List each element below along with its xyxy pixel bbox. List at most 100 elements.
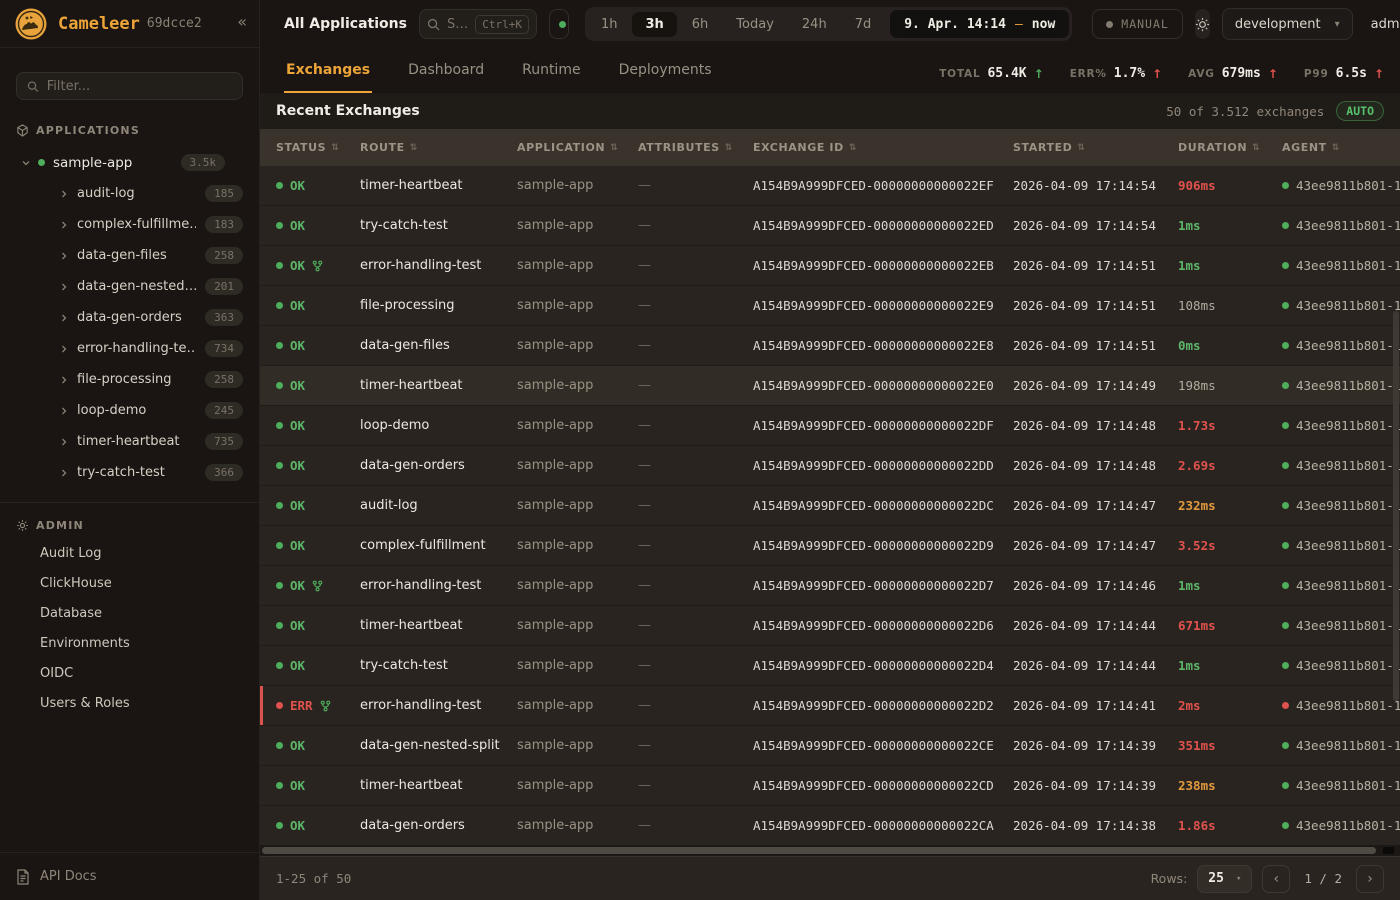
exchange-id-cell: A154B9A999DFCED-00000000000022E0 bbox=[753, 378, 994, 393]
tab-deployments[interactable]: Deployments bbox=[618, 61, 712, 78]
sidebar-app-route[interactable]: data-gen-nested… 201 bbox=[0, 271, 259, 302]
next-page-button[interactable]: › bbox=[1356, 864, 1384, 893]
table-row[interactable]: OK try-catch-test sample-app — A154B9A99… bbox=[260, 206, 1400, 246]
sidebar-admin-item[interactable]: Environments bbox=[0, 628, 259, 658]
sidebar-admin-item[interactable]: ClickHouse bbox=[0, 568, 259, 598]
sidebar-app-route[interactable]: data-gen-files 258 bbox=[0, 240, 259, 271]
table-row[interactable]: OK data-gen-files sample-app — A154B9A99… bbox=[260, 326, 1400, 366]
agent-dot bbox=[1282, 422, 1289, 429]
agent-cell: 43ee9811b801-1 bbox=[1296, 498, 1400, 513]
column-header[interactable]: STARTED ⇅ bbox=[1013, 141, 1086, 154]
time-range-button[interactable]: 1h bbox=[600, 16, 618, 32]
sidebar-admin-item[interactable]: Audit Log bbox=[0, 538, 259, 568]
sidebar-app-route[interactable]: audit-log 185 bbox=[0, 178, 259, 209]
started-cell: 2026-04-09 17:14:47 bbox=[1013, 538, 1156, 553]
route-count-badge: 258 bbox=[205, 371, 243, 388]
table-row[interactable]: OK error-handling-test sample-app — A154… bbox=[260, 566, 1400, 606]
horizontal-scrollbar[interactable] bbox=[260, 845, 1400, 856]
admin-item-label: Audit Log bbox=[40, 545, 102, 561]
column-header[interactable]: ATTRIBUTES ⇅ bbox=[638, 141, 733, 154]
duration-cell: 351ms bbox=[1178, 738, 1216, 753]
table-row[interactable]: OK timer-heartbeat sample-app — A154B9A9… bbox=[260, 366, 1400, 406]
route-cell: error-handling-test bbox=[360, 698, 482, 713]
time-range-button[interactable]: Today bbox=[736, 16, 774, 32]
filter-field[interactable] bbox=[16, 72, 243, 100]
applications-tree: sample-app 3.5k audit-log 185 complex-fu… bbox=[0, 147, 259, 488]
rows-per-page-select[interactable]: 25 ▾ bbox=[1197, 864, 1253, 893]
vertical-scrollbar-thumb[interactable] bbox=[1393, 311, 1399, 701]
manual-mode-button[interactable]: MANUAL bbox=[1092, 9, 1183, 39]
tab-runtime[interactable]: Runtime bbox=[522, 61, 581, 78]
table-row[interactable]: OK complex-fulfillment sample-app — A154… bbox=[260, 526, 1400, 566]
sidebar-app-route[interactable]: error-handling-te… 734 bbox=[0, 333, 259, 364]
live-status-button[interactable]: O bbox=[548, 9, 569, 39]
table-row[interactable]: OK file-processing sample-app — A154B9A9… bbox=[260, 286, 1400, 326]
sidebar-app-root[interactable]: sample-app 3.5k bbox=[0, 147, 259, 178]
table-row[interactable]: ERR error-handling-test sample-app — A15… bbox=[260, 686, 1400, 726]
sidebar-app-route[interactable]: file-processing 258 bbox=[0, 364, 259, 395]
column-header[interactable]: APPLICATION ⇅ bbox=[517, 141, 619, 154]
search-field[interactable]: S… Ctrl+K bbox=[418, 9, 537, 39]
attributes-cell: — bbox=[638, 338, 651, 353]
table-row[interactable]: OK data-gen-nested-split sample-app — A1… bbox=[260, 726, 1400, 766]
time-range-button[interactable]: 3h bbox=[632, 11, 677, 37]
sidebar-admin-item[interactable]: OIDC bbox=[0, 658, 259, 688]
table-row[interactable]: OK data-gen-orders sample-app — A154B9A9… bbox=[260, 446, 1400, 486]
sun-icon bbox=[1195, 17, 1209, 31]
exchange-id-cell: A154B9A999DFCED-00000000000022D6 bbox=[753, 618, 994, 633]
status-text: ERR bbox=[290, 698, 313, 713]
sidebar-app-route[interactable]: loop-demo 245 bbox=[0, 395, 259, 426]
sidebar: Cameleer 69dcce2 « APPLICATIONS sample-a bbox=[0, 0, 260, 900]
status-text: OK bbox=[290, 778, 306, 793]
table-row[interactable]: OK audit-log sample-app — A154B9A999DFCE… bbox=[260, 486, 1400, 526]
column-header[interactable]: AGENT ⇅ bbox=[1282, 141, 1340, 154]
date-range-display[interactable]: 9. Apr. 14:14 – now bbox=[890, 10, 1070, 38]
column-header[interactable]: STATUS ⇅ bbox=[276, 141, 340, 154]
column-header[interactable]: ROUTE ⇅ bbox=[360, 141, 418, 154]
time-range-button[interactable]: 7d bbox=[854, 16, 872, 32]
app-count-badge: 3.5k bbox=[180, 154, 225, 171]
table-row[interactable]: OK error-handling-test sample-app — A154… bbox=[260, 246, 1400, 286]
environment-select[interactable]: development ▾ bbox=[1221, 8, 1353, 40]
filter-input[interactable] bbox=[46, 78, 232, 94]
auto-refresh-badge[interactable]: AUTO bbox=[1336, 101, 1384, 121]
sidebar-collapse-icon[interactable]: « bbox=[237, 12, 247, 31]
exchange-id-cell: A154B9A999DFCED-00000000000022EF bbox=[753, 178, 994, 193]
agent-dot bbox=[1282, 662, 1289, 669]
column-header[interactable]: DURATION ⇅ bbox=[1178, 141, 1261, 154]
started-cell: 2026-04-09 17:14:38 bbox=[1013, 818, 1156, 833]
scrollbar-thumb[interactable] bbox=[262, 847, 1376, 854]
sidebar-app-route[interactable]: complex-fulfillme… 183 bbox=[0, 209, 259, 240]
table-row[interactable]: OK try-catch-test sample-app — A154B9A99… bbox=[260, 646, 1400, 686]
theme-toggle-button[interactable] bbox=[1194, 9, 1210, 39]
column-header[interactable]: EXCHANGE ID ⇅ bbox=[753, 141, 857, 154]
table-row[interactable]: OK data-gen-orders sample-app — A154B9A9… bbox=[260, 806, 1400, 845]
sidebar-app-route[interactable]: timer-heartbeat 735 bbox=[0, 426, 259, 457]
keyboard-shortcut-badge: Ctrl+K bbox=[475, 14, 529, 34]
prev-page-button[interactable]: ‹ bbox=[1262, 864, 1291, 893]
table-row[interactable]: OK timer-heartbeat sample-app — A154B9A9… bbox=[260, 766, 1400, 806]
sidebar-app-route[interactable]: data-gen-orders 363 bbox=[0, 302, 259, 333]
sidebar-admin-item[interactable]: Users & Roles bbox=[0, 688, 259, 718]
table-row[interactable]: OK timer-heartbeat sample-app — A154B9A9… bbox=[260, 166, 1400, 206]
status-dot bbox=[276, 462, 283, 469]
table-row[interactable]: OK loop-demo sample-app — A154B9A999DFCE… bbox=[260, 406, 1400, 446]
attributes-cell: — bbox=[638, 498, 651, 513]
time-range-button[interactable]: 6h bbox=[691, 16, 709, 32]
sidebar-footer[interactable]: API Docs bbox=[0, 852, 259, 900]
sidebar-app-route[interactable]: try-catch-test 366 bbox=[0, 457, 259, 488]
tab-exchanges[interactable]: Exchanges bbox=[284, 48, 373, 93]
duration-cell: 906ms bbox=[1178, 178, 1216, 193]
agent-cell: 43ee9811b801-1 bbox=[1296, 458, 1400, 473]
route-label: audit-log bbox=[77, 186, 135, 201]
attributes-cell: — bbox=[638, 618, 651, 633]
sort-icon: ⇅ bbox=[610, 142, 619, 153]
time-range-button[interactable]: 24h bbox=[801, 16, 827, 32]
attributes-cell: — bbox=[638, 738, 651, 753]
table-row[interactable]: OK timer-heartbeat sample-app — A154B9A9… bbox=[260, 606, 1400, 646]
sidebar-admin-item[interactable]: Database bbox=[0, 598, 259, 628]
tab-dashboard[interactable]: Dashboard bbox=[408, 61, 485, 78]
started-cell: 2026-04-09 17:14:48 bbox=[1013, 458, 1156, 473]
attributes-cell: — bbox=[638, 458, 651, 473]
